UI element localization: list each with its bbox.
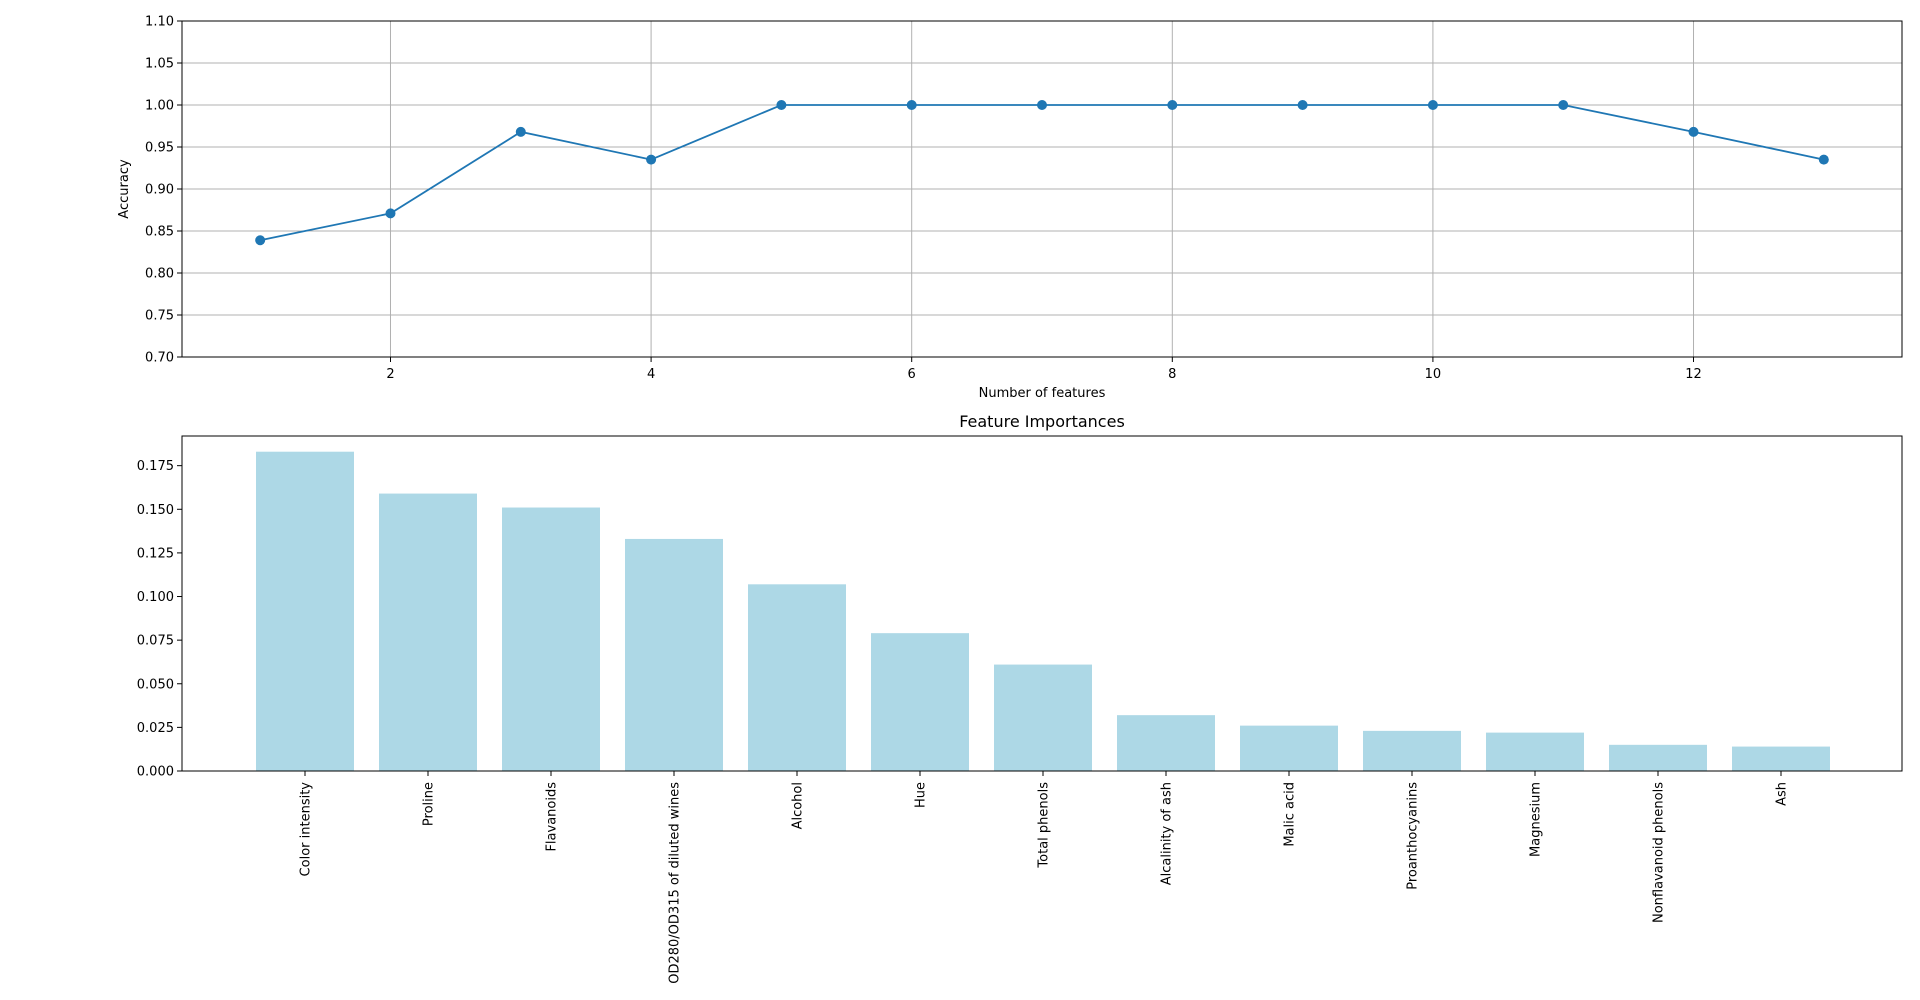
bar-chart-plot-frame <box>181 435 1903 772</box>
feature-importances-bar-chart: Feature Importances 0.000 0.025 0.050 0.075… <box>137 412 1903 984</box>
accuracy-data-point <box>255 235 266 246</box>
importance-bar <box>1609 744 1707 771</box>
line-chart-y-tick-label: 0.90 <box>145 183 174 198</box>
accuracy-series-line <box>259 104 1825 242</box>
accuracy-data-point <box>1167 100 1178 110</box>
bar-chart-title: Feature Importances <box>959 412 1125 431</box>
bar-chart-category-label: Alcohol <box>791 782 806 829</box>
bar-chart-y-tick-label: 0.075 <box>137 634 174 649</box>
bar-chart-category-label: Color intensity <box>299 782 314 877</box>
bar-chart-y-tick-label: 0.150 <box>137 503 174 518</box>
importance-bar <box>625 538 723 771</box>
line-chart-grid <box>182 20 1902 358</box>
accuracy-data-point <box>1818 154 1829 165</box>
bar-chart-category-label: Ash <box>1775 782 1790 806</box>
bar-chart-category-label: Proline <box>422 782 437 826</box>
bar-chart-category-label: Malic acid <box>1283 782 1298 847</box>
accuracy-data-point <box>906 100 917 110</box>
bar-chart-category-label: Alcalinity of ash <box>1160 782 1175 885</box>
bar-chart-category-label: OD280/OD315 of diluted wines <box>668 782 683 984</box>
line-chart-x-tick-label: 2 <box>386 367 394 382</box>
importance-bar <box>1486 732 1584 771</box>
importance-bar <box>1240 725 1338 771</box>
line-chart-y-ticks: 0.70 0.75 0.80 0.85 0.90 0.95 1.00 1.05 1.10 <box>145 15 182 366</box>
line-chart-y-tick-label: 1.00 <box>145 99 174 114</box>
line-chart-x-tick-label: 8 <box>1168 367 1176 382</box>
bar-chart-y-tick-label: 0.050 <box>137 677 174 692</box>
importance-bar <box>256 451 354 771</box>
importance-bar <box>748 584 846 771</box>
importance-bar <box>871 633 969 771</box>
accuracy-data-point <box>515 126 526 137</box>
importance-bar <box>994 664 1092 771</box>
bar-chart-x-ticks: Color intensity Proline Flavanoids OD280/OD… <box>299 771 1790 984</box>
bar-chart-y-tick-label: 0.125 <box>137 546 174 561</box>
accuracy-data-point <box>385 208 396 219</box>
accuracy-data-point <box>776 100 787 110</box>
line-chart-y-tick-label: 1.05 <box>145 57 174 72</box>
importance-bar <box>1363 730 1461 771</box>
bar-chart-y-tick-label: 0.025 <box>137 721 174 736</box>
line-chart-plot-frame <box>181 20 1903 358</box>
bar-chart-y-tick-label: 0.175 <box>137 459 174 474</box>
bar-chart-category-label: Proanthocyanins <box>1406 782 1421 890</box>
importance-bar <box>379 493 477 771</box>
accuracy-data-point <box>1037 100 1047 110</box>
bar-chart-bars <box>256 451 1830 771</box>
bar-chart-category-label: Hue <box>914 782 929 808</box>
line-chart-y-tick-label: 0.80 <box>145 267 174 282</box>
bar-chart-y-tick-label: 0.100 <box>137 590 174 605</box>
bar-chart-category-label: Magnesium <box>1529 782 1544 857</box>
accuracy-line-chart: 0.70 0.75 0.80 0.85 0.90 0.95 1.00 1.05 1.10 2 4 6… <box>117 15 1903 401</box>
accuracy-data-point <box>646 154 657 165</box>
importance-bar <box>502 507 600 771</box>
line-chart-y-axis-label: Accuracy <box>117 159 132 219</box>
line-chart-y-tick-label: 0.70 <box>145 351 174 366</box>
line-chart-y-tick-label: 0.75 <box>145 309 174 324</box>
importance-bar <box>1117 715 1215 771</box>
line-chart-x-tick-label: 10 <box>1425 367 1442 382</box>
accuracy-data-point <box>1558 100 1569 110</box>
bar-chart-category-label: Flavanoids <box>545 782 560 852</box>
accuracy-data-point <box>1297 100 1308 110</box>
line-chart-y-tick-label: 1.10 <box>145 15 174 30</box>
line-chart-x-tick-label: 12 <box>1685 367 1702 382</box>
bar-chart-category-label: Total phenols <box>1037 782 1052 869</box>
accuracy-series-points <box>255 100 1829 246</box>
line-chart-y-tick-label: 0.95 <box>145 141 174 156</box>
line-chart-x-ticks: 2 4 6 8 10 12 <box>386 357 1702 382</box>
bar-chart-category-label: Nonflavanoid phenols <box>1652 782 1667 923</box>
line-chart-x-tick-label: 4 <box>647 367 655 382</box>
bar-chart-y-tick-label: 0.000 <box>137 765 174 780</box>
bar-chart-y-ticks: 0.000 0.025 0.050 0.075 0.100 0.125 0.150 0.175 <box>137 459 182 780</box>
line-chart-y-tick-label: 0.85 <box>145 225 174 240</box>
importance-bar <box>1732 746 1830 771</box>
line-chart-x-axis-label: Number of features <box>979 386 1106 401</box>
accuracy-data-point <box>1688 126 1699 137</box>
line-chart-x-tick-label: 6 <box>908 367 916 382</box>
accuracy-data-point <box>1427 100 1438 110</box>
